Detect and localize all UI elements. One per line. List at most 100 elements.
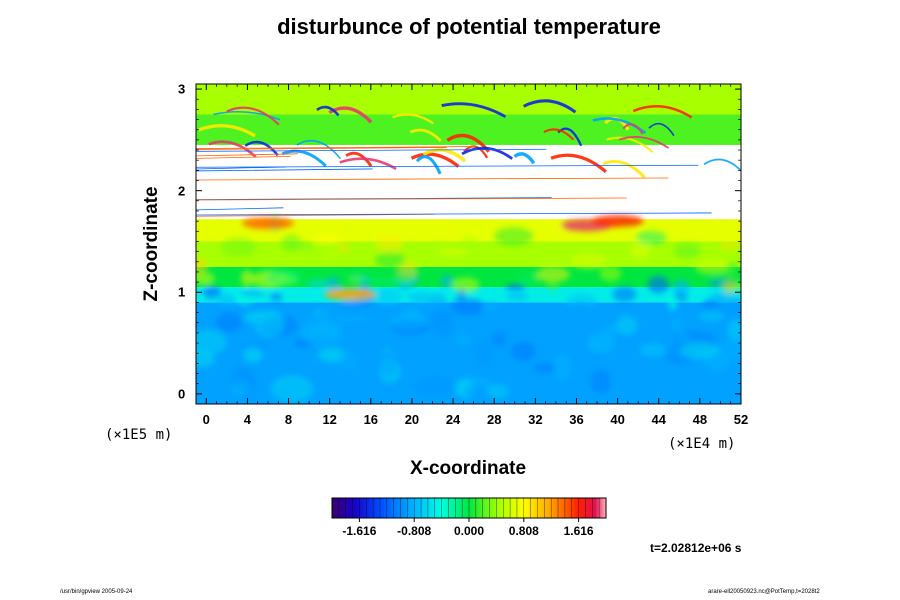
mixing-cell [348,274,364,284]
turbulence-cell [491,331,508,348]
boundary-eddy [647,276,670,294]
turbulence-cell [402,306,421,322]
mixing-cell [196,257,208,276]
x-axis-label: X-coordinate [409,458,527,479]
stable-layer-line [196,212,712,216]
colorbar-tick-label: -1.616 [342,524,377,538]
boundary-eddy [325,276,341,291]
mixing-cell [570,252,608,270]
y-tick-label: 1 [178,284,186,300]
mixing-cell [265,270,301,287]
mixing-cell [324,251,339,260]
x-tick-label: 4 [243,412,252,427]
stable-layer-line [196,153,298,157]
x-tick-label: 44 [651,412,666,427]
boundary-eddy [672,279,691,295]
colorbar-tick-label: 1.616 [563,524,594,538]
field-band-5 [196,144,741,220]
wave-streak [410,152,460,168]
mixing-cell [519,272,539,286]
y-axis-unit: (×1E5 m) [105,427,173,443]
boundary-eddy [505,283,526,291]
mixing-cell [635,230,667,246]
wave-streak [244,140,279,157]
mixing-cell [311,233,342,246]
warm-anomaly [591,215,644,228]
x-axis-unit: (×1E4 m) [668,436,736,452]
turbulence-cell [553,352,571,381]
boundary-eddy [407,292,435,304]
mixing-cell [629,241,651,259]
wave-streak [513,152,536,165]
y-tick-label: 0 [178,386,186,402]
turbulence-cell [464,384,489,397]
turbulence-cell [301,319,342,347]
stable-layer-line [196,197,552,201]
colorbar-tick-label: 0.808 [508,524,539,538]
wave-streak [441,102,507,118]
boundary-eddy [506,293,530,301]
wave-streak [422,148,467,163]
mixing-cell [365,276,397,285]
x-tick-label: 0 [202,412,210,427]
x-tick-label: 8 [284,412,293,427]
boundary-eddy [239,290,265,298]
boundary-eddy [202,286,222,299]
mixing-cell [375,235,404,252]
stable-layer-line [196,207,284,211]
mixing-cell [535,266,570,283]
turbulence-cell [487,383,510,400]
turbulence-cell [698,311,725,322]
turbulence-cell [680,342,720,359]
turbulence-cell [590,369,612,393]
mixing-cell [694,259,732,275]
turbulence-cell [675,333,691,345]
x-tick-label: 12 [322,412,337,427]
stable-layer-line [196,146,475,149]
wave-streak [622,123,644,135]
x-tick-label: 16 [363,412,379,427]
mixing-cell [281,234,302,252]
x-tick-label: 28 [486,412,502,427]
stable-layer-line [196,164,699,168]
turbulence-cell [639,343,666,357]
boundary-eddy [701,301,719,309]
turbulence-cell [586,332,616,354]
boundary-eddy [306,279,331,288]
turbulence-cell [670,316,684,332]
turbulence-cell [269,388,302,399]
turbulence-cell [215,312,243,332]
turbulence-cell [616,315,638,336]
wave-streak [550,153,607,173]
wave-streak [592,117,647,134]
wave-streak [619,136,670,149]
wave-streak [703,158,741,172]
mixing-cell [546,282,559,291]
turbulence-cell [727,319,741,342]
mixing-cell [337,243,350,253]
wave-streak [316,105,340,117]
turbulence-cell [715,339,741,360]
chart-title: disturbunce of potential temperature [277,14,661,39]
stable-layer-line [196,147,447,150]
stable-layer-line [196,177,669,181]
turbulence-cell [196,329,227,355]
turbulence-cell [253,310,285,338]
mixing-cell [220,237,257,258]
mixing-cell [599,265,622,282]
mixing-cell [725,261,739,279]
turbulence-cell [231,366,256,394]
colorbar-tick-label: 0.000 [453,524,485,538]
wave-streak [197,123,257,138]
mixing-cell [437,248,469,256]
wave-streak [296,140,342,160]
turbulence-cell [703,292,741,316]
mixing-cell [196,272,215,286]
turbulence-cell [430,309,454,336]
boundary-eddy [480,301,501,310]
boundary-eddy [341,300,361,315]
wave-streak [602,159,646,179]
plot-frame [195,83,742,405]
stable-layer-line [196,155,291,159]
